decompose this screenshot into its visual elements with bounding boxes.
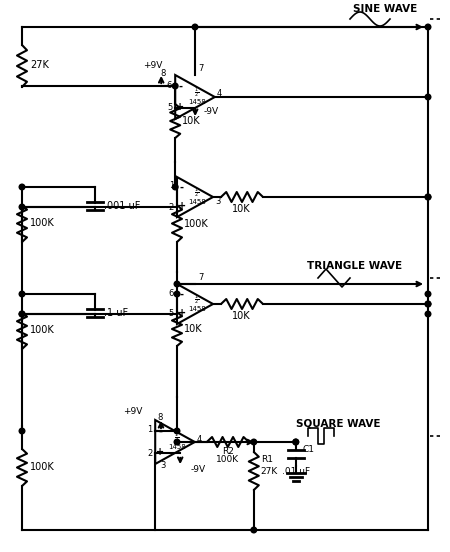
Circle shape — [174, 281, 180, 287]
Circle shape — [425, 291, 431, 297]
Text: 3: 3 — [215, 197, 220, 205]
Circle shape — [425, 94, 431, 100]
Text: +: + — [176, 102, 184, 112]
Text: 1458: 1458 — [188, 199, 206, 205]
Text: -: - — [178, 82, 182, 92]
Text: SINE WAVE: SINE WAVE — [353, 4, 417, 14]
Text: 8: 8 — [161, 70, 166, 78]
Text: $\frac{1}{2}$: $\frac{1}{2}$ — [194, 86, 199, 100]
Text: R1: R1 — [261, 455, 273, 464]
Text: 1458: 1458 — [188, 99, 206, 105]
Circle shape — [174, 291, 180, 297]
Circle shape — [19, 204, 25, 210]
Text: 10K: 10K — [184, 324, 202, 334]
Circle shape — [19, 311, 25, 317]
Circle shape — [172, 83, 178, 89]
Text: -: - — [180, 183, 184, 193]
Circle shape — [293, 439, 299, 445]
Text: R2: R2 — [222, 448, 234, 457]
Text: -: - — [158, 427, 162, 437]
Circle shape — [174, 439, 180, 445]
Circle shape — [425, 24, 431, 30]
Circle shape — [19, 184, 25, 190]
Text: 100K: 100K — [184, 219, 209, 229]
Text: 4: 4 — [197, 434, 202, 443]
Text: 4: 4 — [217, 89, 222, 98]
Text: -9V: -9V — [190, 464, 205, 474]
Circle shape — [19, 291, 25, 297]
Text: .01 uF: .01 uF — [282, 468, 310, 476]
Text: 7: 7 — [198, 273, 203, 282]
Text: 10K: 10K — [182, 116, 201, 126]
Text: 5: 5 — [169, 310, 174, 319]
Text: 1458: 1458 — [168, 444, 186, 450]
Circle shape — [425, 311, 431, 317]
Text: 5: 5 — [167, 104, 172, 113]
Circle shape — [425, 194, 431, 200]
Text: +9V: +9V — [123, 406, 143, 416]
Text: 6: 6 — [169, 289, 174, 299]
Circle shape — [293, 439, 299, 445]
Circle shape — [251, 439, 256, 445]
Text: +: + — [178, 308, 186, 318]
Circle shape — [251, 527, 256, 533]
Text: 1: 1 — [169, 182, 174, 190]
Circle shape — [425, 194, 431, 200]
Text: $\frac{1}{2}$: $\frac{1}{2}$ — [194, 293, 199, 307]
Text: 1: 1 — [147, 426, 152, 434]
Text: +9V: +9V — [144, 61, 163, 71]
Text: TRIANGLE WAVE: TRIANGLE WAVE — [307, 261, 403, 271]
Text: +: + — [156, 447, 164, 457]
Text: 6: 6 — [167, 82, 172, 91]
Text: +: + — [178, 201, 186, 211]
Text: $\frac{1}{2}$: $\frac{1}{2}$ — [175, 431, 180, 445]
Text: .001 uF: .001 uF — [104, 201, 140, 211]
Text: 100K: 100K — [30, 218, 55, 228]
Text: -: - — [180, 290, 184, 300]
Text: C1: C1 — [303, 445, 315, 454]
Text: 100K: 100K — [30, 462, 55, 472]
Circle shape — [19, 311, 25, 317]
Text: 100K: 100K — [216, 455, 239, 464]
Text: $\frac{1}{2}$: $\frac{1}{2}$ — [194, 186, 199, 200]
Text: SQUARE WAVE: SQUARE WAVE — [296, 419, 380, 429]
Circle shape — [192, 24, 198, 30]
Circle shape — [174, 428, 180, 434]
Text: -9V: -9V — [203, 108, 218, 116]
Circle shape — [425, 301, 431, 307]
Text: 10K: 10K — [232, 204, 250, 214]
Text: 7: 7 — [198, 64, 203, 73]
Circle shape — [172, 184, 178, 190]
Circle shape — [19, 428, 25, 434]
Text: 27K: 27K — [30, 60, 49, 70]
Text: 100K: 100K — [30, 325, 55, 335]
Text: 27K: 27K — [261, 468, 278, 476]
Text: .1 uF: .1 uF — [104, 308, 128, 318]
Text: 3: 3 — [160, 460, 166, 470]
Text: 2: 2 — [147, 449, 152, 459]
Circle shape — [425, 301, 431, 307]
Text: 2: 2 — [169, 204, 174, 213]
Text: 10K: 10K — [232, 311, 250, 321]
Text: 1458: 1458 — [188, 306, 206, 312]
Text: 8: 8 — [158, 412, 163, 422]
